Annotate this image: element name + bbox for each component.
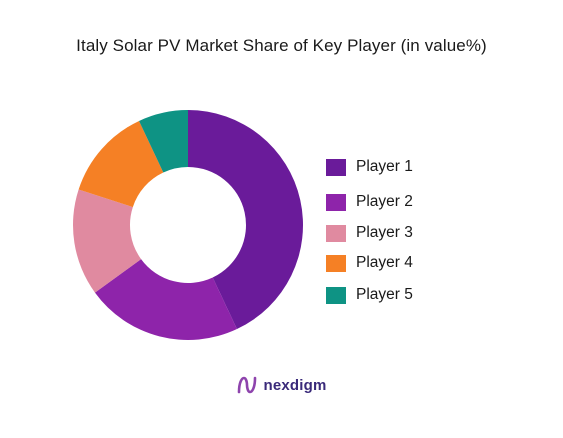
- legend-label: Player 4: [356, 254, 413, 271]
- donut-slice-player-3: [72, 189, 142, 293]
- legend-swatch: [326, 224, 346, 242]
- donut-slice-player-4: [78, 120, 164, 208]
- legend-label: Player 5: [356, 286, 413, 303]
- legend-label: Player 3: [356, 224, 413, 241]
- brand-name: nexdigm: [263, 376, 327, 394]
- legend-swatch: [326, 193, 346, 211]
- legend-label: Player 2: [356, 193, 413, 210]
- donut-slice-player-5: [139, 110, 188, 173]
- brand-logo: nexdigm: [0, 374, 563, 396]
- legend-item-player-5: Player 5: [326, 284, 413, 306]
- nexdigm-logo-icon: [238, 376, 257, 394]
- legend-label: Player 1: [356, 158, 413, 175]
- legend-swatch: [326, 158, 346, 176]
- legend-item-player-4: Player 4: [326, 252, 413, 274]
- donut-slice-player-1: [188, 110, 303, 330]
- legend-swatch: [326, 286, 346, 304]
- donut-slice-player-2: [94, 259, 237, 340]
- legend-swatch: [326, 254, 346, 272]
- legend-item-player-2: Player 2: [326, 191, 413, 213]
- legend-item-player-1: Player 1: [326, 156, 413, 178]
- legend-item-player-3: Player 3: [326, 222, 413, 244]
- chart-title: Italy Solar PV Market Share of Key Playe…: [76, 36, 487, 55]
